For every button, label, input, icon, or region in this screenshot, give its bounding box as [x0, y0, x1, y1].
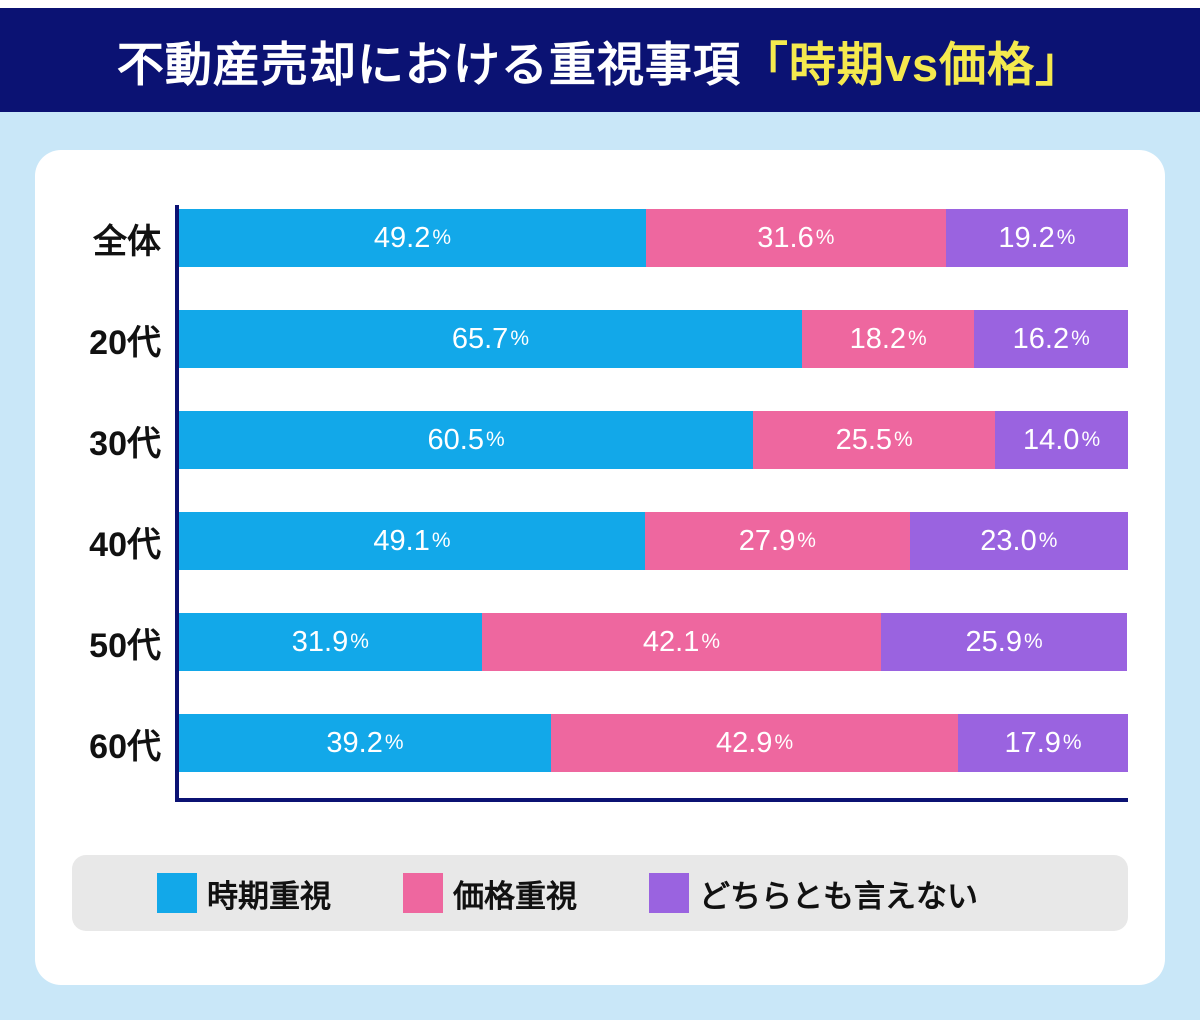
segment-value: 18.2: [849, 322, 907, 355]
bar-segment-neither: 16.2%: [974, 310, 1128, 368]
segment-value: 39.2: [326, 726, 383, 759]
bar-row: 39.2% 42.9% 17.9%: [179, 714, 1128, 772]
bar-segment-neither: 23.0%: [909, 512, 1128, 570]
page-title-highlight: 「時期vs価格」: [740, 37, 1084, 91]
percent-sign: %: [432, 226, 452, 249]
stacked-bar-chart: 全体 20代 30代 40代 50代 60代 49.2% 31.6%: [35, 150, 1165, 802]
category-label: 60代: [89, 727, 161, 766]
percent-sign: %: [384, 731, 404, 754]
plot-area: 49.2% 31.6% 19.2% 65.7%: [175, 205, 1128, 802]
bar-row: 49.2% 31.6% 19.2%: [179, 209, 1128, 267]
chart-card: 全体 20代 30代 40代 50代 60代 49.2% 31.6%: [35, 150, 1165, 985]
percent-sign: %: [774, 731, 794, 754]
category-label: 20代: [89, 323, 161, 362]
page-title-main: 不動産売却における重視事項: [116, 37, 741, 91]
legend-label: 価格重視: [453, 878, 577, 914]
segment-value: 17.9: [1004, 726, 1061, 759]
bar-segment-timing: 60.5%: [179, 411, 754, 469]
legend-label: どちらとも言えない: [699, 878, 978, 914]
segment-value: 42.1: [642, 625, 700, 658]
segment-value: 25.9: [965, 625, 1022, 658]
bar-segment-neither: 14.0%: [995, 411, 1128, 469]
segment-value: 31.6: [757, 221, 814, 254]
category-label: 全体: [93, 222, 161, 261]
segment-value: 42.9: [715, 726, 773, 759]
legend-swatch-timing: [157, 873, 197, 913]
legend: 時期重視 価格重視 どちらとも言えない: [72, 855, 1128, 931]
percent-sign: %: [908, 327, 927, 350]
category-label: 40代: [89, 525, 161, 564]
bar-row: 49.1% 27.9% 23.0%: [179, 512, 1128, 570]
legend-swatch-price: [403, 873, 443, 913]
segment-value: 27.9: [738, 524, 796, 557]
segment-value: 14.0: [1022, 423, 1080, 456]
bar-segment-timing: 39.2%: [179, 714, 551, 772]
bar-segment-timing: 65.7%: [179, 310, 802, 368]
percent-sign: %: [1071, 327, 1090, 350]
percent-sign: %: [815, 226, 835, 249]
segment-value: 65.7: [451, 322, 509, 355]
bar-row: 31.9% 42.1% 25.9%: [179, 613, 1128, 671]
bar-segment-price: 27.9%: [644, 512, 910, 570]
page-title: 不動産売却における重視事項「時期vs価格」: [117, 26, 1083, 95]
segment-value: 49.1: [373, 524, 430, 557]
percent-sign: %: [797, 529, 816, 552]
category-label: 30代: [89, 424, 161, 463]
bar-row: 65.7% 18.2% 16.2%: [179, 310, 1128, 368]
percent-sign: %: [485, 428, 505, 451]
segment-value: 16.2: [1012, 322, 1070, 355]
bar-segment-neither: 19.2%: [945, 209, 1128, 267]
category-label: 50代: [89, 626, 161, 665]
bar-segment-price: 42.1%: [481, 613, 882, 671]
percent-sign: %: [701, 630, 721, 653]
percent-sign: %: [894, 428, 913, 451]
segment-value: 25.5: [835, 423, 893, 456]
page-background: 全体 20代 30代 40代 50代 60代 49.2% 31.6%: [0, 112, 1200, 1020]
legend-item-price: 価格重視: [403, 871, 577, 916]
segment-value: 31.9: [291, 625, 349, 658]
bar-segment-timing: 31.9%: [179, 613, 482, 671]
bar-segment-price: 18.2%: [801, 310, 975, 368]
percent-sign: %: [1081, 428, 1101, 451]
segment-value: 49.2: [373, 221, 431, 254]
percent-sign: %: [1062, 731, 1082, 754]
header-band: 不動産売却における重視事項「時期vs価格」: [0, 8, 1200, 112]
segment-value: 60.5: [427, 423, 484, 456]
percent-sign: %: [431, 529, 451, 552]
percent-sign: %: [350, 630, 369, 653]
percent-sign: %: [510, 327, 529, 350]
page: 不動産売却における重視事項「時期vs価格」 全体 20代 30代 40代 50代…: [0, 8, 1200, 1020]
bar-segment-price: 25.5%: [753, 411, 996, 469]
bar-row: 60.5% 25.5% 14.0%: [179, 411, 1128, 469]
segment-value: 19.2: [998, 221, 1055, 254]
bar-segment-price: 42.9%: [551, 714, 959, 772]
legend-item-neither: どちらとも言えない: [649, 871, 978, 916]
percent-sign: %: [1038, 529, 1058, 552]
legend-swatch-neither: [649, 873, 689, 913]
legend-label: 時期重視: [207, 878, 331, 914]
bar-segment-timing: 49.1%: [179, 512, 645, 570]
segment-value: 23.0: [980, 524, 1037, 557]
percent-sign: %: [1024, 630, 1043, 653]
percent-sign: %: [1056, 226, 1076, 249]
bar-segment-price: 31.6%: [645, 209, 946, 267]
category-labels-column: 全体 20代 30代 40代 50代 60代: [35, 205, 175, 802]
bar-segment-neither: 25.9%: [881, 613, 1128, 671]
legend-item-timing: 時期重視: [157, 871, 331, 916]
bar-segment-timing: 49.2%: [179, 209, 646, 267]
bar-segment-neither: 17.9%: [958, 714, 1128, 772]
